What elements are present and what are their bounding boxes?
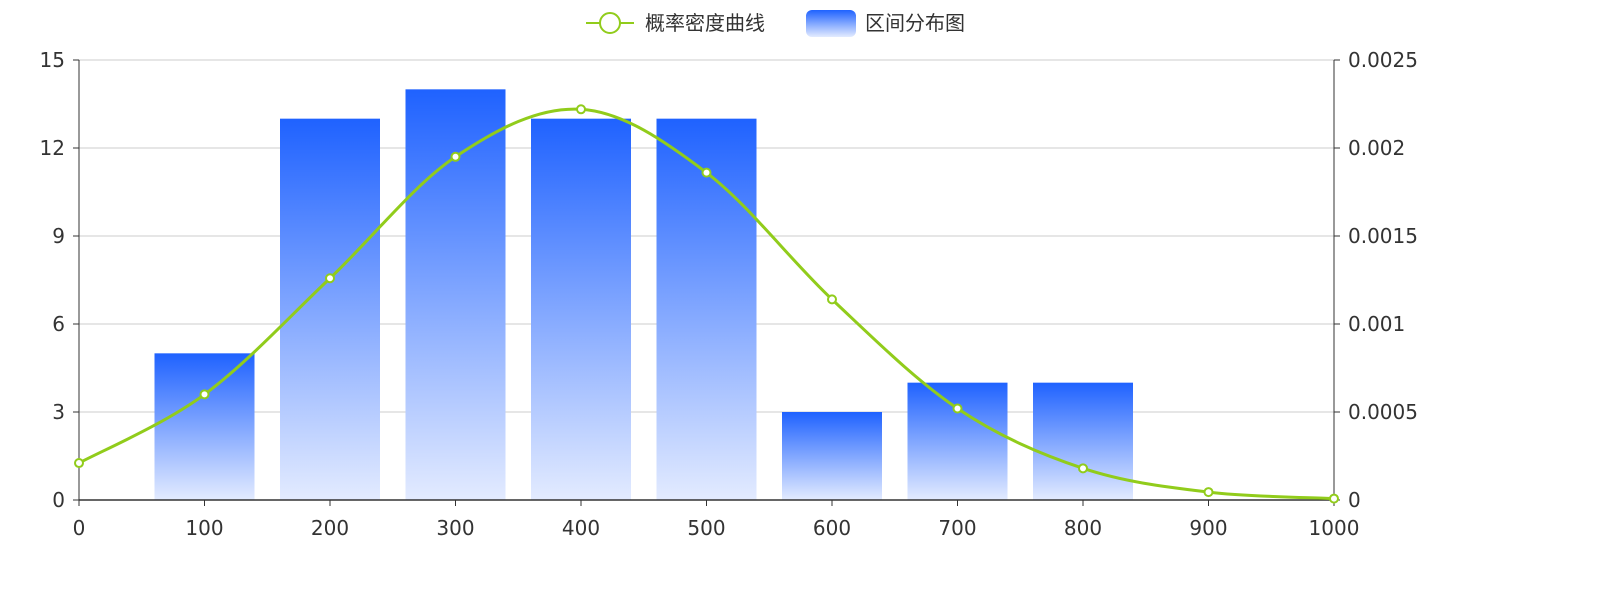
y-left-tick-label: 12 (40, 136, 65, 160)
density-point (199, 389, 210, 400)
y-right-tick-label: 0.0005 (1348, 400, 1418, 424)
y-right-tick-label: 0.002 (1348, 136, 1405, 160)
density-point (1329, 493, 1339, 504)
density-line-series (74, 104, 1339, 504)
density-point (827, 294, 837, 305)
bar (907, 382, 1008, 500)
bar (405, 89, 506, 500)
x-tick-label: 100 (185, 516, 223, 540)
x-tick-label: 400 (562, 516, 600, 540)
legend-label-histogram: 区间分布图 (865, 11, 965, 35)
y-left-tick-label: 0 (52, 488, 65, 512)
density-point (701, 167, 712, 178)
density-point (450, 151, 461, 162)
legend[interactable]: 概率密度曲线 区间分布图 (586, 10, 965, 37)
bar (1033, 382, 1133, 500)
x-tick-label: 500 (687, 516, 725, 540)
legend-bar-swatch (806, 10, 856, 37)
x-tick-label: 300 (436, 516, 474, 540)
legend-line-marker (599, 12, 621, 34)
x-tick-label: 600 (813, 516, 851, 540)
y-left-tick-label: 15 (40, 48, 65, 72)
x-tick-label: 700 (938, 516, 976, 540)
legend-item-histogram[interactable]: 区间分布图 (806, 10, 965, 37)
y-right-tick-label: 0.0025 (1348, 48, 1418, 72)
density-point (325, 273, 335, 284)
y-right-tick-label: 0.001 (1348, 312, 1405, 336)
density-point (74, 458, 84, 469)
density-point (952, 403, 963, 414)
y-left-tick-label: 9 (52, 224, 65, 248)
x-tick-label: 1000 (1309, 516, 1360, 540)
bar (782, 412, 882, 500)
y-left-tick-label: 3 (52, 400, 65, 424)
density-point (1078, 463, 1088, 474)
bar-series (154, 89, 1133, 501)
bar (656, 118, 757, 501)
bar (531, 118, 631, 501)
y-right-tick-label: 0 (1348, 488, 1361, 512)
y-left-tick-label: 6 (52, 312, 65, 336)
x-tick-label: 0 (73, 516, 86, 540)
bar (154, 353, 255, 500)
legend-item-density[interactable]: 概率密度曲线 (586, 11, 765, 35)
x-tick-label: 200 (311, 516, 349, 540)
x-tick-label: 900 (1189, 516, 1227, 540)
density-point (1203, 487, 1214, 498)
legend-label-density: 概率密度曲线 (645, 11, 765, 35)
x-tick-label: 800 (1064, 516, 1102, 540)
bar (280, 118, 380, 501)
density-point (576, 104, 586, 115)
y-right-tick-label: 0.0015 (1348, 224, 1418, 248)
